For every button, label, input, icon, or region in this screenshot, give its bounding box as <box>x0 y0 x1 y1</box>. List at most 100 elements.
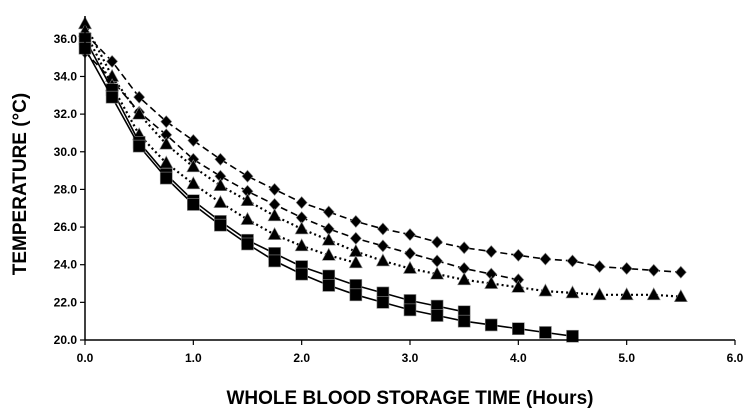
data-point-square <box>268 254 281 268</box>
data-point-triangle <box>538 283 553 297</box>
data-point-diamond <box>512 248 525 262</box>
series-layer <box>77 16 688 343</box>
x-axis-ticks: 0.0 1.0 2.0 3.0 4.0 5.0 6.0 <box>77 340 744 365</box>
y-tick-label: 34.0 <box>54 69 78 83</box>
data-point-triangle <box>240 211 255 225</box>
y-axis-title: TEMPERATURE (°C) <box>10 93 31 275</box>
data-point-triangle <box>484 275 499 289</box>
y-tick-label: 30.0 <box>54 145 78 159</box>
x-tick-label: 3.0 <box>402 351 419 365</box>
data-point-square <box>512 322 525 336</box>
data-point-diamond <box>539 252 552 266</box>
x-tick-label: 6.0 <box>727 351 744 365</box>
data-point-diamond <box>160 115 173 129</box>
data-point-square <box>539 326 552 339</box>
data-point-diamond <box>295 196 308 210</box>
data-point-diamond <box>674 265 687 279</box>
data-point-triangle <box>565 285 580 299</box>
y-tick-label: 24.0 <box>54 258 78 272</box>
data-point-square <box>241 237 254 251</box>
x-axis-title: WHOLE BLOOD STORAGE TIME (Hours) <box>227 388 594 409</box>
data-point-triangle <box>213 194 228 208</box>
x-tick-label: 1.0 <box>185 351 202 365</box>
data-point-diamond <box>431 254 443 268</box>
data-point-diamond <box>593 260 606 274</box>
data-point-triangle <box>321 232 336 246</box>
series-1 <box>79 26 687 279</box>
x-tick-label: 4.0 <box>510 351 527 365</box>
data-point-diamond <box>620 262 633 275</box>
data-point-diamond <box>106 54 118 68</box>
data-point-diamond <box>431 235 443 249</box>
x-tick-label: 5.0 <box>618 351 635 365</box>
data-point-triangle <box>619 287 634 301</box>
data-point-diamond <box>349 214 362 228</box>
data-point-triangle <box>132 106 147 120</box>
data-point-square <box>484 318 498 332</box>
data-point-triangle <box>321 247 336 261</box>
data-point-triangle <box>186 176 201 190</box>
data-point-diamond <box>647 263 660 277</box>
data-point-triangle <box>294 238 309 252</box>
data-point-square <box>376 296 390 309</box>
y-tick-label: 36.0 <box>54 32 78 46</box>
y-tick-label: 20.0 <box>54 333 78 347</box>
x-tick-label: 2.0 <box>293 351 310 365</box>
data-point-square <box>214 218 227 232</box>
data-point-diamond <box>404 228 416 242</box>
x-tick-label: 0.0 <box>77 351 94 365</box>
data-point-triangle <box>159 136 174 150</box>
data-point-diamond <box>349 231 362 245</box>
series-3 <box>77 16 688 303</box>
data-point-triangle <box>348 255 363 269</box>
data-point-square <box>159 171 173 185</box>
data-point-triangle <box>159 155 174 169</box>
y-tick-label: 22.0 <box>54 295 78 309</box>
data-point-square <box>132 139 146 153</box>
data-point-diamond <box>458 241 471 255</box>
series-line <box>84 23 681 298</box>
series-2 <box>79 45 525 287</box>
data-point-square <box>349 288 363 302</box>
data-point-triangle <box>646 287 661 301</box>
data-point-triangle <box>402 260 418 274</box>
data-point-diamond <box>566 254 579 268</box>
data-point-triangle <box>673 289 688 303</box>
data-point-diamond <box>404 246 416 260</box>
data-point-square <box>430 309 444 322</box>
data-point-triangle <box>186 159 201 173</box>
data-point-triangle <box>294 221 309 235</box>
data-point-triangle <box>592 287 607 301</box>
data-point-diamond <box>241 169 254 183</box>
data-point-diamond <box>377 239 389 253</box>
data-point-diamond <box>214 152 227 166</box>
data-point-triangle <box>240 193 255 207</box>
series-5 <box>78 32 471 319</box>
data-point-triangle <box>267 226 282 240</box>
data-point-diamond <box>485 245 498 258</box>
y-tick-label: 28.0 <box>54 182 78 196</box>
data-point-triangle <box>511 279 526 293</box>
data-point-square <box>322 279 336 292</box>
data-point-square <box>457 314 471 328</box>
y-axis-ticks: 20.0 22.0 24.0 26.0 28.0 30.0 32.0 34.0 36.0 <box>54 32 85 347</box>
data-point-diamond <box>268 182 281 196</box>
data-point-square <box>566 329 579 343</box>
data-point-square <box>105 90 119 104</box>
data-point-square <box>187 198 200 211</box>
data-point-diamond <box>133 90 146 104</box>
data-point-triangle <box>430 266 445 280</box>
y-tick-label: 32.0 <box>54 107 78 121</box>
data-point-diamond <box>187 134 200 147</box>
data-point-triangle <box>213 178 228 191</box>
series-line <box>84 47 573 337</box>
series-4 <box>77 23 363 269</box>
data-point-square <box>403 303 417 317</box>
data-point-triangle <box>457 272 472 286</box>
data-point-square <box>295 267 308 281</box>
data-point-diamond <box>322 205 335 219</box>
data-point-diamond <box>377 222 389 236</box>
data-point-triangle <box>267 208 282 222</box>
series-6 <box>78 41 579 343</box>
